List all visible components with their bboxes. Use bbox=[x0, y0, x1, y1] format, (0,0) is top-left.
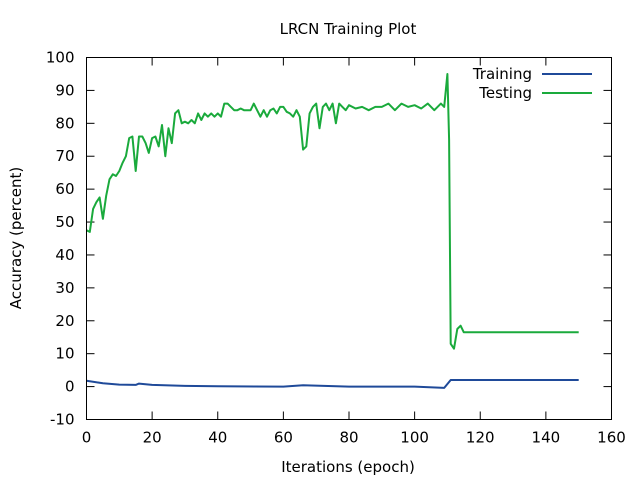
x-axis-label: Iterations (epoch) bbox=[281, 458, 415, 476]
legend-label-testing: Testing bbox=[478, 84, 532, 102]
series-line-testing bbox=[86, 73, 579, 350]
legend-label-training: Training bbox=[472, 65, 532, 83]
chart-title: LRCN Training Plot bbox=[280, 20, 417, 38]
y-tick-label: 0 bbox=[65, 378, 75, 396]
y-axis-label: Accuracy (percent) bbox=[7, 167, 25, 309]
y-tick-label: 80 bbox=[55, 114, 74, 132]
x-tick-label: 20 bbox=[143, 429, 162, 447]
x-tick-label: 120 bbox=[466, 429, 495, 447]
y-tick-label: 90 bbox=[55, 81, 74, 99]
y-tick-label: 30 bbox=[55, 279, 74, 297]
x-tick-label: 40 bbox=[208, 429, 227, 447]
y-tick-label: 60 bbox=[55, 180, 74, 198]
x-tick-label: 60 bbox=[274, 429, 293, 447]
axis-ticks: 0 20 40 60 80 100 120 140 160 -10 0 10 20 30 40 50 60 70 8… bbox=[46, 49, 626, 447]
plot-frame bbox=[86, 57, 612, 420]
y-tick-label: -10 bbox=[50, 411, 75, 429]
y-tick-label: 100 bbox=[46, 49, 75, 67]
series-lines bbox=[86, 73, 579, 389]
x-tick-label: 160 bbox=[597, 429, 626, 447]
y-tick-label: 50 bbox=[55, 213, 74, 231]
y-tick-label: 20 bbox=[55, 312, 74, 330]
x-tick-label: 100 bbox=[400, 429, 429, 447]
y-tick-label: 70 bbox=[55, 147, 74, 165]
x-tick-label: 140 bbox=[532, 429, 561, 447]
x-tick-label: 80 bbox=[339, 429, 358, 447]
y-tick-label: 40 bbox=[55, 246, 74, 264]
series-line-training bbox=[86, 379, 579, 389]
x-tick-label: 0 bbox=[82, 429, 92, 447]
y-tick-label: 10 bbox=[55, 345, 74, 363]
